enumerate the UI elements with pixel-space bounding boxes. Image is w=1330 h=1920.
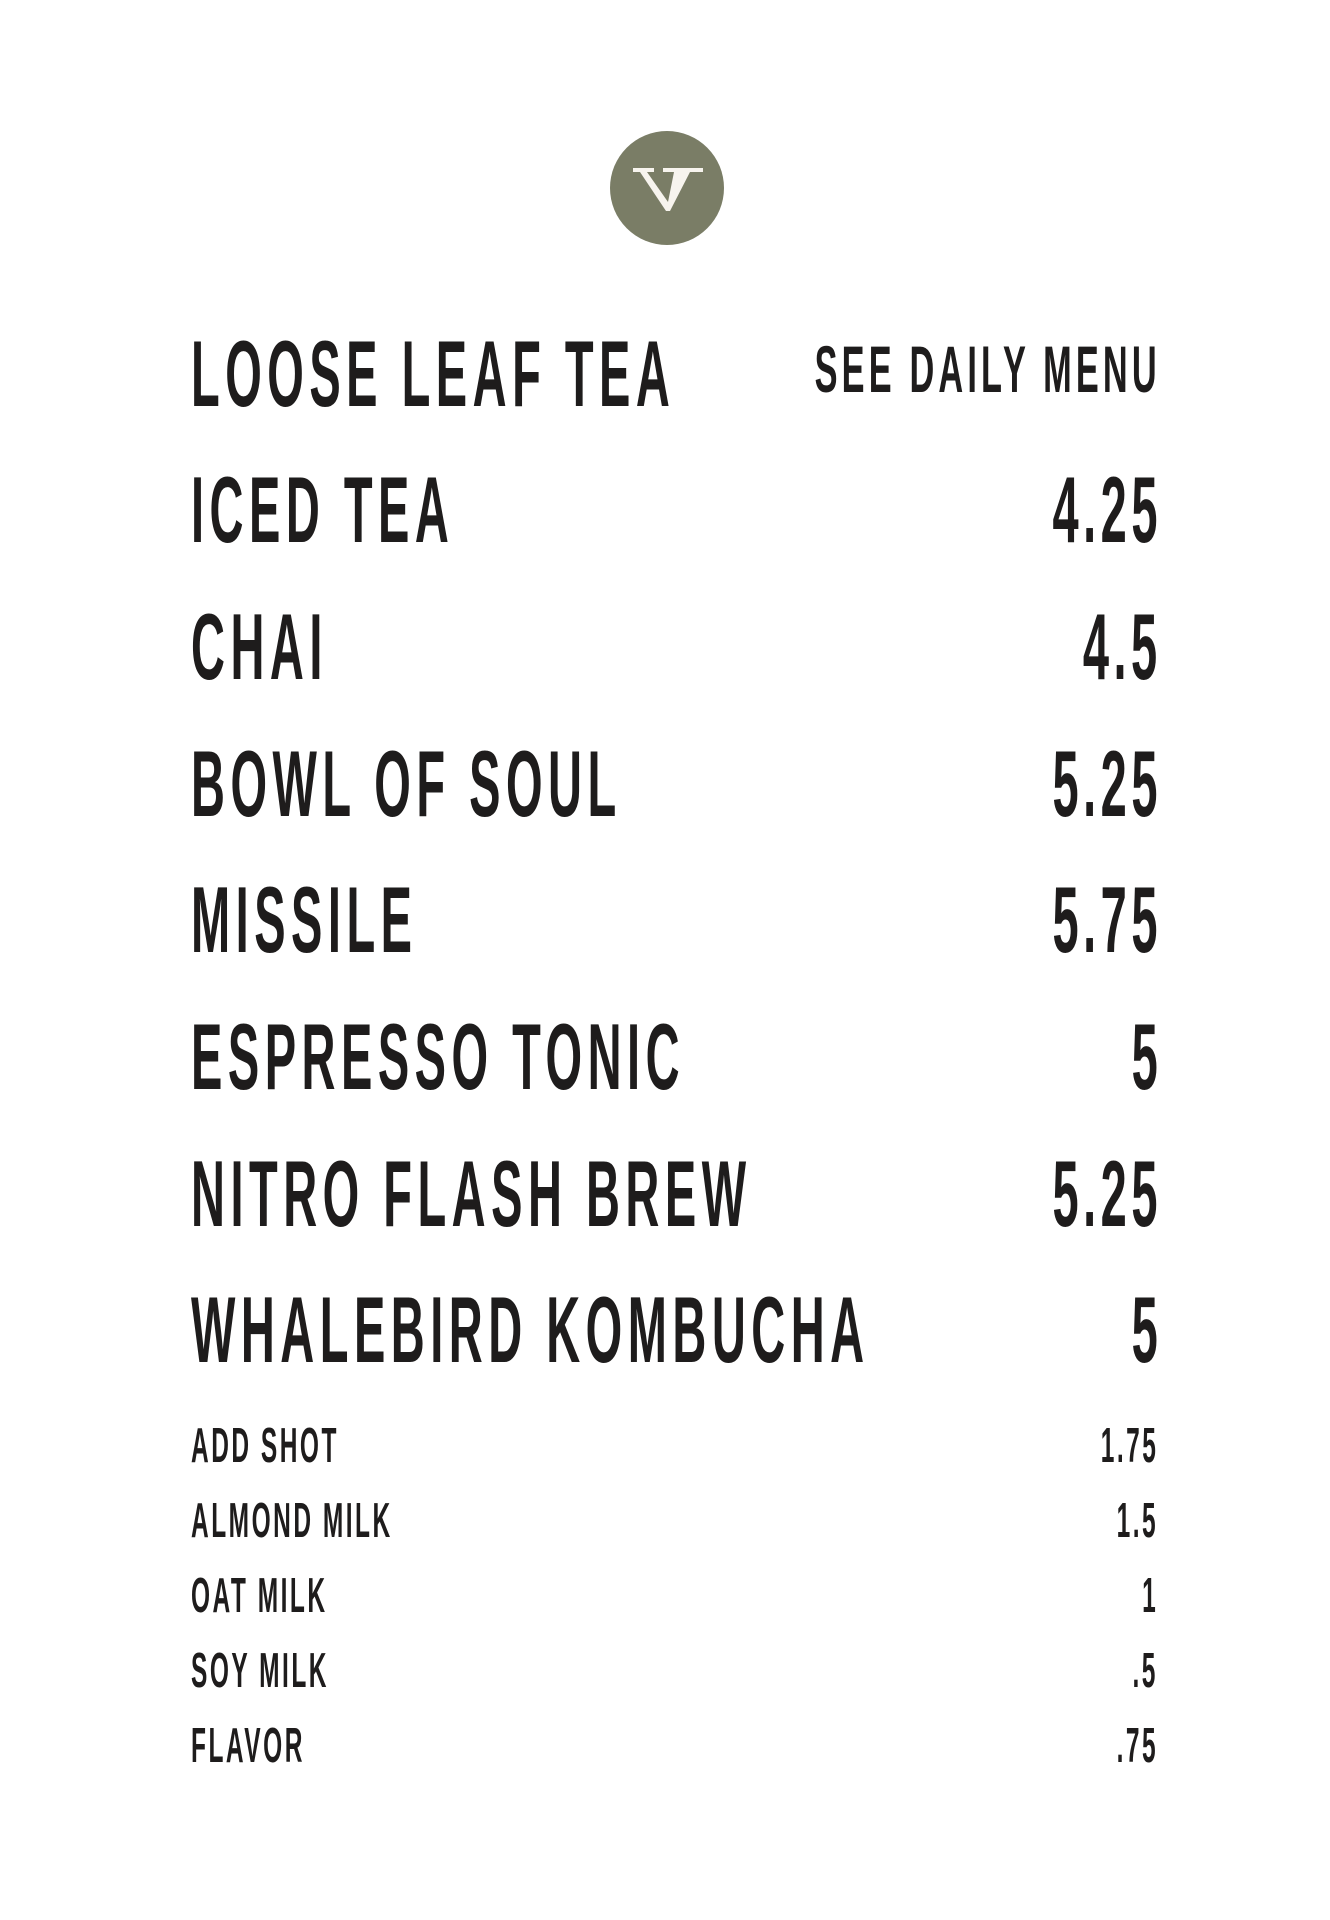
- addon-price: .75: [1116, 1719, 1158, 1773]
- item-name: BOWL OF SOUL: [191, 731, 622, 836]
- item-price: 5: [1131, 1277, 1162, 1382]
- addon-item: ADD SHOT 1.75: [191, 1419, 1155, 1522]
- item-name: MISSILE: [191, 867, 418, 972]
- item-name: LOOSE LEAF TEA: [191, 321, 676, 426]
- item-name: ESPRESSO TONIC: [191, 1004, 686, 1109]
- item-price: 5.75: [1052, 867, 1162, 972]
- menu-item: ESPRESSO TONIC 5: [191, 1004, 1157, 1110]
- addon-name: ADD SHOT: [191, 1419, 339, 1473]
- item-price: 5: [1131, 1004, 1162, 1109]
- item-name: WHALEBIRD KOMBUCHA: [191, 1277, 870, 1382]
- menu-item: LOOSE LEAF TEA SEE DAILY MENU: [191, 321, 1157, 427]
- item-price: 4.5: [1083, 594, 1162, 699]
- item-price: 5.25: [1052, 1141, 1162, 1246]
- menu-item: ICED TEA 4.25: [191, 457, 1158, 563]
- addon-name: SOY MILK: [191, 1644, 329, 1698]
- item-name: ICED TEA: [191, 457, 455, 562]
- addon-name: FLAVOR: [191, 1719, 305, 1773]
- addon-item: FLAVOR .75: [191, 1719, 1155, 1822]
- menu-item: CHAI 4.5: [191, 594, 1158, 700]
- menu-item: MISSILE 5.75: [191, 867, 1158, 973]
- logo: [610, 131, 724, 245]
- item-price: 4.25: [1052, 457, 1162, 562]
- addon-name: ALMOND MILK: [191, 1494, 393, 1548]
- addon-price: 1: [1141, 1569, 1158, 1623]
- item-price: SEE DAILY MENU: [814, 332, 1161, 406]
- addon-price: 1.75: [1100, 1419, 1158, 1473]
- addon-item: ALMOND MILK 1.5: [191, 1494, 1155, 1597]
- menu-item: NITRO FLASH BREW 5.25: [191, 1141, 1158, 1247]
- addon-name: OAT MILK: [191, 1569, 328, 1623]
- item-name: NITRO FLASH BREW: [191, 1141, 752, 1246]
- item-name: CHAI: [191, 594, 328, 699]
- item-price: 5.25: [1052, 731, 1162, 836]
- addon-price: .5: [1132, 1644, 1158, 1698]
- addon-item: SOY MILK .5: [191, 1644, 1156, 1747]
- v-monogram-icon: [633, 168, 703, 211]
- menu-item: BOWL OF SOUL 5.25: [191, 731, 1158, 837]
- menu-item: WHALEBIRD KOMBUCHA 5: [191, 1277, 1157, 1383]
- addon-item: OAT MILK 1: [191, 1569, 1155, 1672]
- addon-price: 1.5: [1116, 1494, 1158, 1548]
